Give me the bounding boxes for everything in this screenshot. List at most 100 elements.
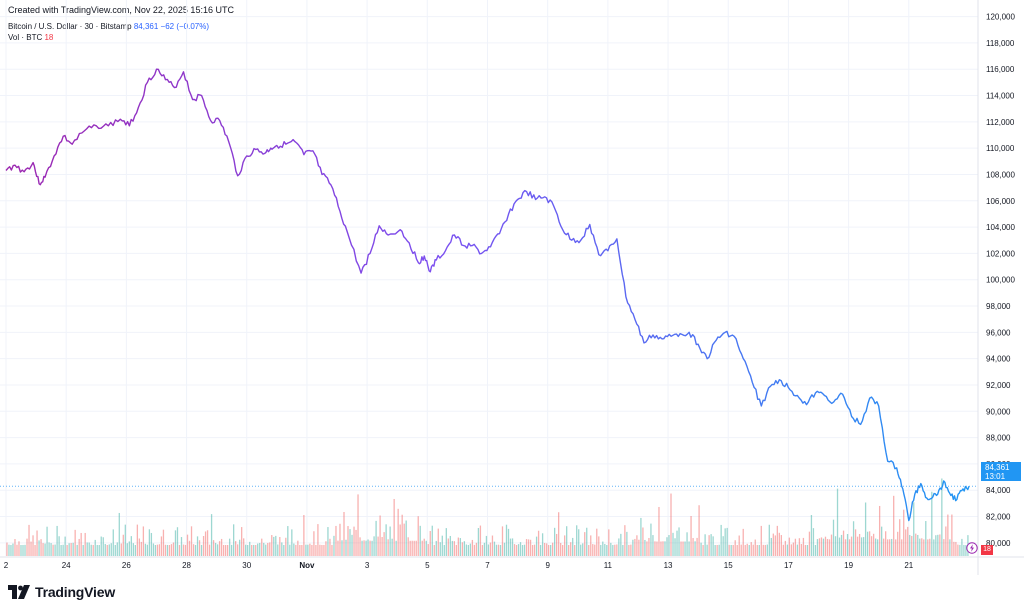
volume-bar [957,544,959,556]
volume-bar [517,544,520,556]
volume-bar [547,544,550,556]
volume-bar [840,534,843,556]
volume-bar [905,529,907,556]
volume-bar [555,533,558,556]
volume-bar [293,543,295,556]
y-tick-label: 102,000 [986,249,1015,258]
volume-bar [680,541,682,556]
volume-bar [34,544,36,556]
last-price-badge: 84,361 13:01 [981,462,1021,481]
volume-bar [626,531,628,556]
volume-bar [818,538,821,556]
tradingview-brand[interactable]: TradingView [8,582,115,602]
volume-bar [96,544,98,556]
x-tick-label: 2 [4,561,9,570]
volume-label[interactable]: Vol · BTC [8,33,43,42]
volume-bar [140,541,143,556]
volume-bar [824,536,827,556]
volume-bar [616,544,618,556]
volume-bar [56,525,58,556]
volume-bar [245,544,247,556]
volume-bar [241,527,243,556]
volume-bar [568,544,570,556]
volume-bar [303,515,305,556]
volume-bar [529,539,532,556]
volume-bar [389,526,391,556]
volume-bar [891,538,893,556]
volume-bar [285,537,287,556]
volume-bar [265,544,267,556]
y-tick-label: 90,000 [986,407,1011,416]
chart-grid [0,0,978,556]
price-line [0,68,978,522]
volume-bar [182,544,185,556]
volume-bar [335,525,337,556]
volume-bar [239,539,241,556]
volume-bar [804,544,807,556]
x-tick-label: 15 [724,561,733,570]
volume-bar [120,543,122,556]
y-tick-label: 114,000 [986,92,1015,101]
volume-bar [688,541,690,556]
volume-bar [521,545,524,556]
volume-bar [154,544,157,556]
volume-bar [624,525,626,556]
volume-bar [728,544,730,556]
volume-bar [331,544,333,556]
volume-bar [230,544,233,556]
volume-bar [32,535,34,556]
volume-bar [297,540,299,556]
volume-bar [148,529,151,556]
volume-bar [911,535,913,556]
volume-bar [842,530,845,556]
volume-bar [541,533,544,556]
y-tick-label: 118,000 [986,39,1015,48]
volume-bar [756,544,758,556]
volume-bar [752,544,754,556]
lightning-icon[interactable] [966,542,978,554]
volume-bar [202,536,205,556]
symbol-legend: Bitcoin / U.S. Dollar · 30 · Bitstamp 84… [8,22,209,31]
tradingview-wordmark: TradingView [35,584,116,600]
volume-bar [951,514,953,556]
volume-bar [670,493,672,556]
volume-bar [247,544,249,556]
y-tick-label: 96,000 [986,328,1011,337]
volume-bar [501,526,504,556]
y-tick-label: 120,000 [986,13,1015,22]
symbol-title[interactable]: Bitcoin / U.S. Dollar · 30 · Bitstamp [8,22,132,31]
volume-bar [846,534,849,556]
volume-bar [784,540,787,556]
volume-bar [678,527,680,556]
volume-bar [399,524,401,556]
volume-bar [610,542,612,556]
volume-bar [449,535,451,556]
volume-bar [507,528,510,556]
volume-bar [263,542,265,556]
volume-bar [365,540,367,556]
volume-bar [481,544,484,556]
volume-bar [48,542,50,556]
volume-bar [413,540,415,556]
volume-bar [257,543,259,556]
volume-bar [8,544,10,556]
volume-bar [782,544,784,556]
volume-bar [20,544,22,556]
volume-bar [403,523,405,556]
volume-bar [503,542,506,556]
volume-bar [802,537,805,556]
volume-bar [431,525,433,556]
volume-bar [170,544,173,556]
volume-bars [6,478,969,556]
volume-bar [467,544,470,556]
volume-bar [850,536,853,556]
volume-bar [369,540,371,556]
volume-bar [295,544,297,556]
volume-bar [600,544,602,556]
volume-bar [772,533,774,556]
volume-bar [138,538,141,556]
volume-bar [668,535,670,556]
volume-bar [866,531,869,556]
volume-bar [475,542,478,556]
